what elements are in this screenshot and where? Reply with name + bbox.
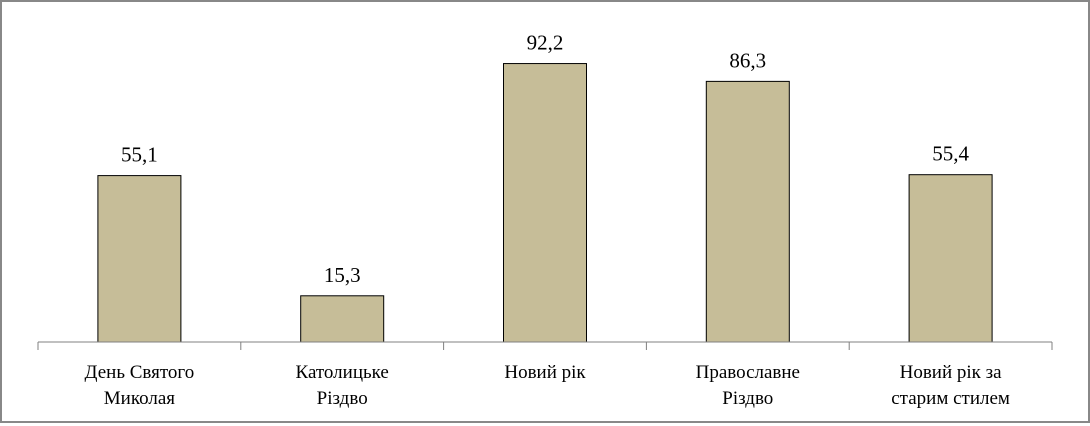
data-label: 86,3 [729, 48, 766, 72]
bar-5 [908, 174, 993, 343]
labels-layer: 55,1 День Святого Миколая 15,3 Католицьке Різ… [85, 31, 1010, 409]
bar-3 [503, 63, 587, 343]
bar-4 [705, 80, 790, 343]
category-label: Православне Різдво [696, 362, 800, 409]
bar-chart: 55,1 День Святого Миколая 15,3 Католицьке Різ… [37, 31, 1053, 409]
x-axis [37, 341, 1053, 350]
bar-1 [97, 175, 182, 343]
bars-layer [97, 63, 993, 343]
category-label: Новий рік [504, 362, 586, 383]
category-label: Католицьке Різдво [296, 362, 389, 409]
data-label: 92,2 [527, 31, 564, 55]
bar-2 [300, 295, 385, 343]
data-label: 55,1 [121, 143, 158, 167]
data-label: 15,3 [324, 263, 361, 287]
category-label: День Святого Миколая [85, 362, 195, 409]
category-label: Новий рік за старим стилем [891, 362, 1010, 409]
data-label: 55,4 [932, 142, 969, 166]
